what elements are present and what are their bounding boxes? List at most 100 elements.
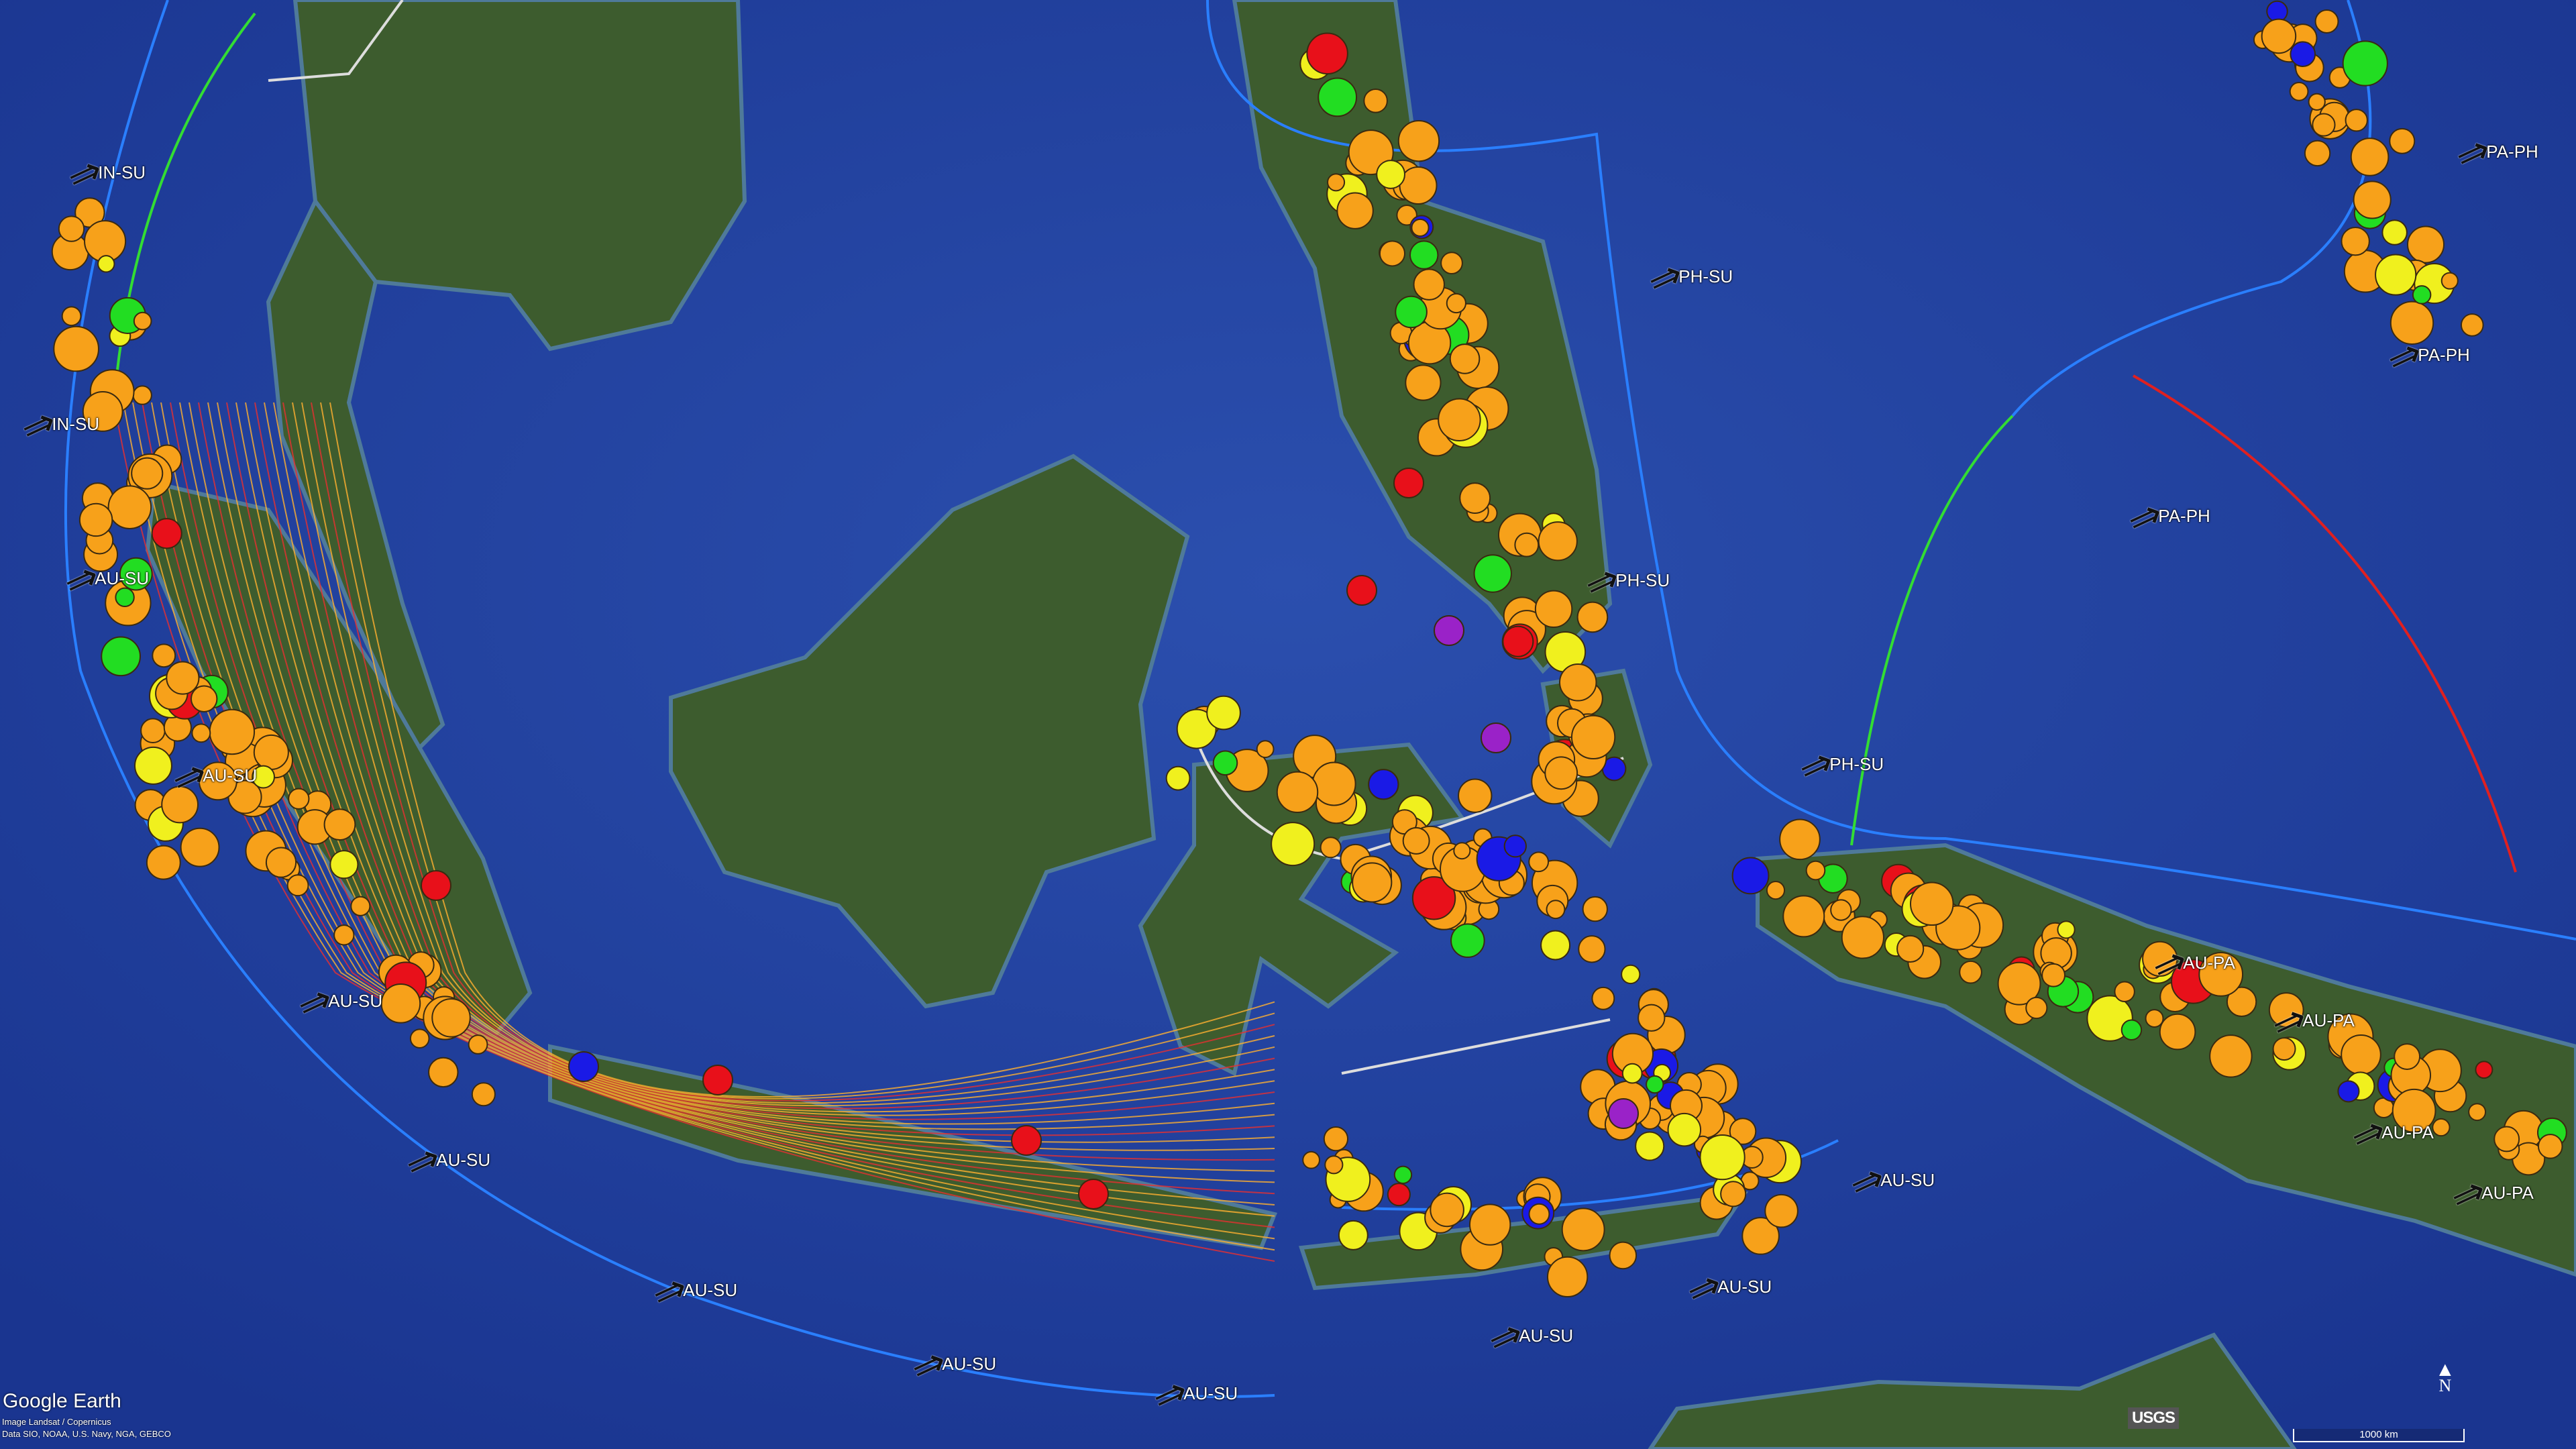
earthquake-marker[interactable] (2493, 1126, 2520, 1152)
earthquake-marker[interactable] (1459, 482, 1491, 514)
earthquake-marker[interactable] (198, 761, 237, 801)
earthquake-marker[interactable] (1997, 961, 2041, 1006)
earthquake-marker[interactable] (1534, 590, 1573, 629)
earthquake-marker[interactable] (2468, 1103, 2487, 1122)
earthquake-marker[interactable] (2381, 219, 2408, 246)
earthquake-marker[interactable] (1764, 1193, 1799, 1228)
earthquake-marker[interactable] (253, 734, 289, 770)
earthquake-marker[interactable] (2159, 1013, 2196, 1051)
earthquake-marker[interactable] (1011, 1125, 1042, 1156)
earthquake-marker[interactable] (2266, 0, 2288, 23)
earthquake-marker[interactable] (1376, 160, 1405, 189)
earthquake-marker[interactable] (1621, 964, 1641, 985)
earthquake-marker[interactable] (409, 1028, 430, 1049)
earthquake-marker[interactable] (146, 845, 181, 880)
earthquake-marker[interactable] (1540, 930, 1571, 961)
earthquake-marker[interactable] (1276, 771, 1319, 814)
earthquake-marker[interactable] (1544, 756, 1578, 790)
earthquake-marker[interactable] (2272, 1037, 2296, 1061)
earthquake-marker[interactable] (2289, 81, 2309, 101)
earthquake-marker[interactable] (1318, 77, 1358, 117)
earthquake-marker[interactable] (1699, 1134, 1746, 1181)
earthquake-marker[interactable] (131, 457, 164, 490)
earthquake-marker[interactable] (1450, 923, 1485, 958)
earthquake-marker[interactable] (1327, 173, 1346, 192)
earthquake-marker[interactable] (1782, 895, 1825, 938)
earthquake-marker[interactable] (1646, 1075, 1664, 1094)
earthquake-marker[interactable] (1363, 89, 1388, 113)
earthquake-marker[interactable] (166, 661, 200, 695)
earthquake-marker[interactable] (1582, 896, 1608, 922)
earthquake-marker[interactable] (1395, 295, 1428, 329)
earthquake-marker[interactable] (252, 765, 275, 789)
earthquake-marker[interactable] (288, 788, 310, 810)
earthquake-marker[interactable] (1729, 1118, 1757, 1145)
earthquake-marker[interactable] (1368, 769, 1399, 800)
earthquake-marker[interactable] (471, 1082, 496, 1107)
earthquake-marker[interactable] (1741, 1217, 1780, 1255)
earthquake-marker[interactable] (702, 1065, 733, 1095)
earthquake-marker[interactable] (107, 485, 152, 529)
earthquake-marker[interactable] (2412, 285, 2432, 305)
earthquake-marker[interactable] (1528, 1203, 1550, 1225)
earthquake-marker[interactable] (1559, 663, 1597, 702)
earthquake-marker[interactable] (1458, 778, 1493, 813)
earthquake-marker[interactable] (1336, 192, 1374, 229)
earthquake-marker[interactable] (2337, 1080, 2360, 1103)
earthquake-marker[interactable] (2314, 9, 2339, 34)
earthquake-marker[interactable] (2114, 981, 2135, 1002)
earthquake-marker[interactable] (2341, 1034, 2381, 1075)
earthquake-marker[interactable] (180, 827, 220, 867)
earthquake-marker[interactable] (1176, 708, 1217, 749)
earthquake-marker[interactable] (2345, 109, 2368, 132)
earthquake-marker[interactable] (1320, 837, 1342, 859)
earthquake-marker[interactable] (1453, 842, 1471, 860)
earthquake-marker[interactable] (101, 636, 141, 677)
earthquake-marker[interactable] (1779, 818, 1821, 861)
earthquake-marker[interactable] (1352, 862, 1393, 903)
earthquake-marker[interactable] (2226, 986, 2257, 1017)
earthquake-marker[interactable] (1405, 364, 1442, 401)
earthquake-marker[interactable] (1514, 532, 1540, 557)
earthquake-marker[interactable] (1206, 695, 1241, 731)
earthquake-marker[interactable] (2350, 138, 2390, 176)
earthquake-marker[interactable] (431, 998, 471, 1038)
earthquake-marker[interactable] (2041, 963, 2065, 987)
earthquake-marker[interactable] (1387, 1183, 1411, 1207)
earthquake-marker[interactable] (1896, 934, 1925, 963)
earthquake-marker[interactable] (1546, 1256, 1589, 1298)
earthquake-marker[interactable] (1546, 900, 1566, 920)
earthquake-marker[interactable] (1397, 120, 1440, 162)
earthquake-marker[interactable] (2209, 1034, 2253, 1078)
earthquake-marker[interactable] (1302, 1150, 1320, 1169)
earthquake-marker[interactable] (1446, 292, 1466, 314)
earthquake-marker[interactable] (2460, 313, 2484, 337)
earthquake-marker[interactable] (1805, 860, 1826, 881)
earthquake-marker[interactable] (380, 983, 421, 1024)
earthquake-marker[interactable] (468, 1034, 488, 1055)
earthquake-marker[interactable] (1766, 881, 1786, 900)
earthquake-marker[interactable] (2304, 140, 2331, 167)
earthquake-marker[interactable] (1411, 876, 1456, 920)
earthquake-marker[interactable] (191, 723, 211, 743)
earthquake-marker[interactable] (1212, 750, 1238, 776)
earthquake-marker[interactable] (1609, 1241, 1638, 1270)
earthquake-marker[interactable] (1608, 1098, 1639, 1129)
earthquake-marker[interactable] (61, 306, 82, 327)
earthquake-marker[interactable] (1346, 575, 1377, 606)
earthquake-marker[interactable] (2389, 127, 2416, 154)
earthquake-marker[interactable] (1909, 881, 1954, 926)
earthquake-marker[interactable] (1591, 986, 1615, 1010)
earthquake-marker[interactable] (1430, 1192, 1464, 1228)
earthquake-marker[interactable] (333, 924, 355, 946)
earthquake-marker[interactable] (2290, 41, 2316, 68)
earthquake-marker[interactable] (2145, 1009, 2164, 1028)
earthquake-marker[interactable] (133, 311, 152, 331)
earthquake-marker[interactable] (78, 502, 113, 537)
earthquake-marker[interactable] (1411, 218, 1430, 237)
earthquake-marker[interactable] (2375, 254, 2417, 296)
earthquake-marker[interactable] (2406, 225, 2445, 264)
earthquake-marker[interactable] (1502, 625, 1534, 657)
earthquake-marker[interactable] (209, 708, 256, 755)
earthquake-marker[interactable] (2353, 180, 2392, 219)
